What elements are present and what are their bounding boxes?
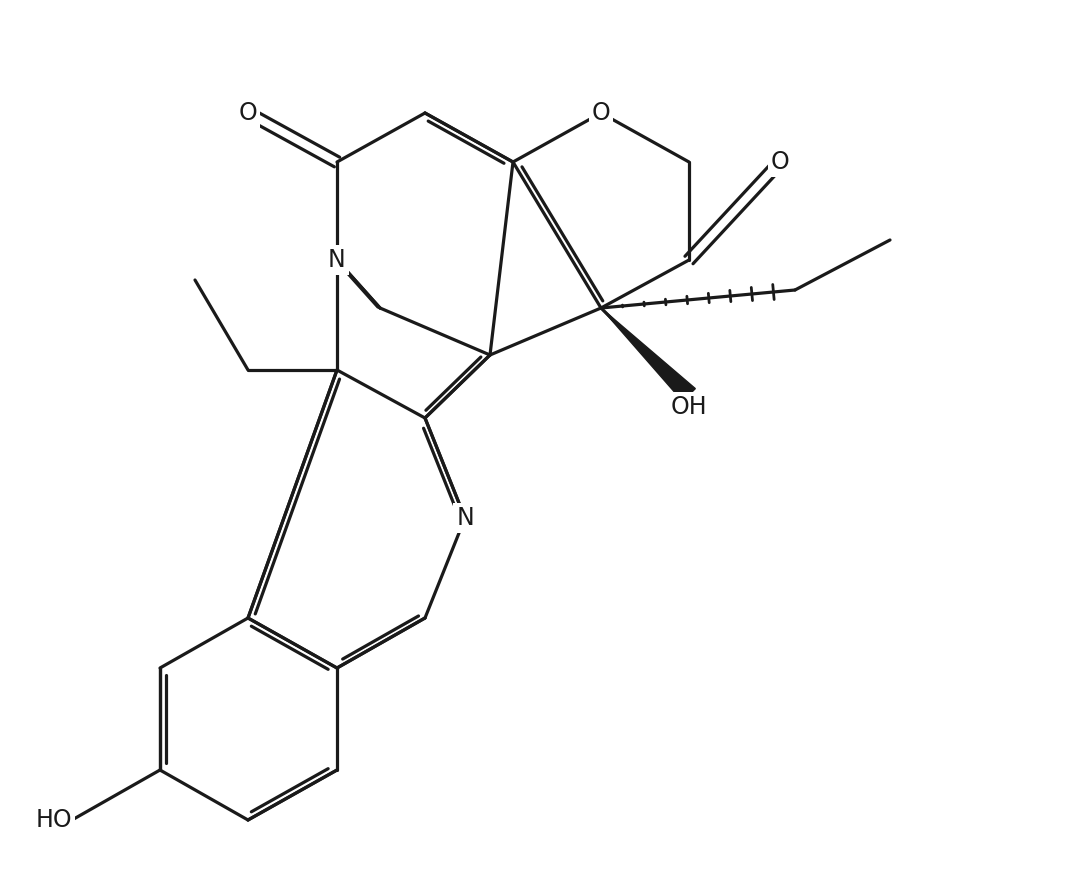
Text: N: N: [328, 248, 346, 272]
Text: O: O: [771, 150, 789, 174]
Text: O: O: [238, 101, 257, 125]
Text: OH: OH: [671, 395, 707, 419]
Text: O: O: [592, 101, 611, 125]
Text: N: N: [456, 506, 474, 530]
Text: HO: HO: [35, 808, 72, 832]
Polygon shape: [601, 308, 695, 402]
